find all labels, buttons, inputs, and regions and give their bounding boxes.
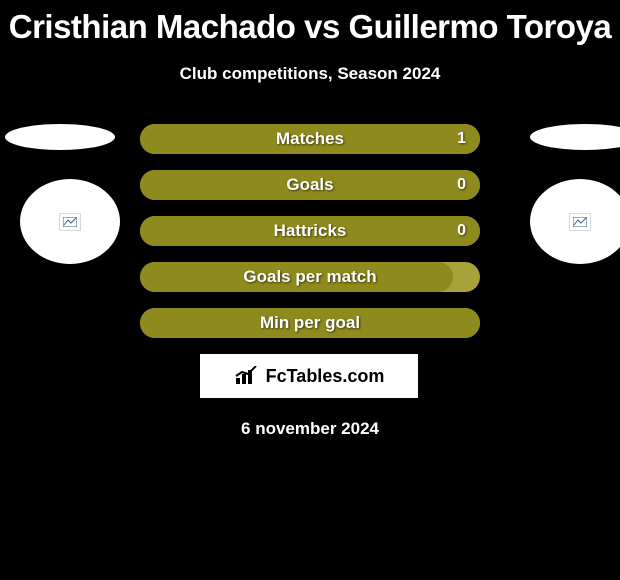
- stat-bars: Matches1Goals0Hattricks0Goals per matchM…: [140, 124, 480, 354]
- player-right-badge-icon: [569, 213, 591, 231]
- page-title: Cristhian Machado vs Guillermo Toroya: [0, 0, 620, 46]
- date-text: 6 november 2024: [0, 419, 620, 439]
- branding-chart-icon: [234, 366, 260, 386]
- subtitle: Club competitions, Season 2024: [0, 64, 620, 84]
- stat-row: Goals0: [140, 170, 480, 200]
- player-left-circle: [20, 179, 120, 264]
- stat-value: 1: [457, 124, 466, 154]
- stat-label: Goals: [140, 170, 480, 200]
- player-right-ellipse: [530, 124, 620, 150]
- stat-row: Goals per match: [140, 262, 480, 292]
- player-left-badge-icon: [59, 213, 81, 231]
- branding-box: FcTables.com: [200, 354, 418, 398]
- branding-text: FcTables.com: [266, 366, 385, 387]
- stat-value: 0: [457, 216, 466, 246]
- stat-value: 0: [457, 170, 466, 200]
- player-left-ellipse: [5, 124, 115, 150]
- stat-label: Goals per match: [140, 262, 480, 292]
- stat-row: Min per goal: [140, 308, 480, 338]
- stat-label: Matches: [140, 124, 480, 154]
- stat-row: Hattricks0: [140, 216, 480, 246]
- stat-label: Min per goal: [140, 308, 480, 338]
- stat-row: Matches1: [140, 124, 480, 154]
- stat-label: Hattricks: [140, 216, 480, 246]
- player-right-circle: [530, 179, 620, 264]
